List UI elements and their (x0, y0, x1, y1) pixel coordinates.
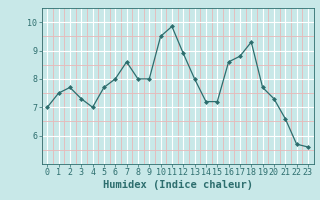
X-axis label: Humidex (Indice chaleur): Humidex (Indice chaleur) (103, 180, 252, 190)
